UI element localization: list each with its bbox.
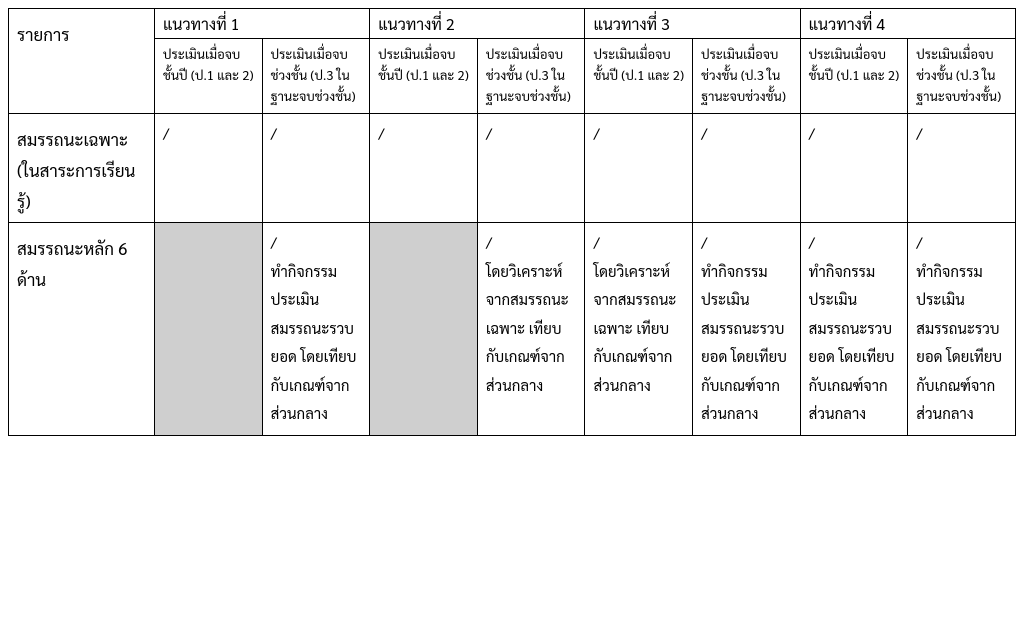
header-sub-3b: ประเมินเมื่อจบช่วงชั้น (ป.3 ในฐานะจบช่วง… xyxy=(693,39,801,114)
table-cell: / ทำกิจกรรมประเมินสมรรถนะรวบยอด โดยเทียบ… xyxy=(908,223,1016,436)
header-group-1: แนวทางที่ 1 xyxy=(155,9,370,39)
table-head: รายการ แนวทางที่ 1 แนวทางที่ 2 แนวทางที่… xyxy=(9,9,1016,114)
row-label: สมรรถนะหลัก 6 ด้าน xyxy=(9,223,155,436)
table-cell: / ทำกิจกรรมประเมินสมรรถนะรวบยอด โดยเทียบ… xyxy=(800,223,908,436)
header-sub-2a: ประเมินเมื่อจบชั้นปี (ป.1 และ 2) xyxy=(370,39,478,114)
header-sub-row: ประเมินเมื่อจบชั้นปี (ป.1 และ 2) ประเมิน… xyxy=(9,39,1016,114)
header-sub-1a: ประเมินเมื่อจบชั้นปี (ป.1 และ 2) xyxy=(155,39,263,114)
header-group-3: แนวทางที่ 3 xyxy=(585,9,800,39)
table-cell: / xyxy=(155,114,263,223)
table-cell xyxy=(155,223,263,436)
table-cell: / โดยวิเคราะห์จากสมรรถนะเฉพาะ เทียบกับเก… xyxy=(585,223,693,436)
header-sub-2b: ประเมินเมื่อจบช่วงชั้น (ป.3 ในฐานะจบช่วง… xyxy=(477,39,585,114)
header-sub-3a: ประเมินเมื่อจบชั้นปี (ป.1 และ 2) xyxy=(585,39,693,114)
table-row: สมรรถนะหลัก 6 ด้าน / ทำกิจกรรมประเมินสมรร… xyxy=(9,223,1016,436)
header-sub-1b: ประเมินเมื่อจบช่วงชั้น (ป.3 ในฐานะจบช่วง… xyxy=(262,39,370,114)
header-sub-4b: ประเมินเมื่อจบช่วงชั้น (ป.3 ในฐานะจบช่วง… xyxy=(908,39,1016,114)
table-cell: / xyxy=(585,114,693,223)
header-sub-4a: ประเมินเมื่อจบชั้นปี (ป.1 และ 2) xyxy=(800,39,908,114)
row-label: สมรรถนะเฉพาะ (ในสาระการเรียนรู้) xyxy=(9,114,155,223)
header-group-row: รายการ แนวทางที่ 1 แนวทางที่ 2 แนวทางที่… xyxy=(9,9,1016,39)
table-cell: / ทำกิจกรรมประเมินสมรรถนะรวบยอด โดยเทียบ… xyxy=(262,223,370,436)
table-cell: / xyxy=(693,114,801,223)
header-group-2: แนวทางที่ 2 xyxy=(370,9,585,39)
table-cell: / xyxy=(477,114,585,223)
table-cell xyxy=(370,223,478,436)
header-row-label: รายการ xyxy=(9,9,155,114)
table-cell: / xyxy=(908,114,1016,223)
table-body: สมรรถนะเฉพาะ (ในสาระการเรียนรู้)////////… xyxy=(9,114,1016,435)
table-cell: / โดยวิเคราะห์จากสมรรถนะเฉพาะ เทียบกับเก… xyxy=(477,223,585,436)
table-row: สมรรถนะเฉพาะ (ในสาระการเรียนรู้)//////// xyxy=(9,114,1016,223)
table-cell: / xyxy=(262,114,370,223)
header-group-4: แนวทางที่ 4 xyxy=(800,9,1015,39)
assessment-table: รายการ แนวทางที่ 1 แนวทางที่ 2 แนวทางที่… xyxy=(8,8,1016,436)
table-cell: / ทำกิจกรรมประเมินสมรรถนะรวบยอด โดยเทียบ… xyxy=(693,223,801,436)
table-cell: / xyxy=(800,114,908,223)
table-cell: / xyxy=(370,114,478,223)
